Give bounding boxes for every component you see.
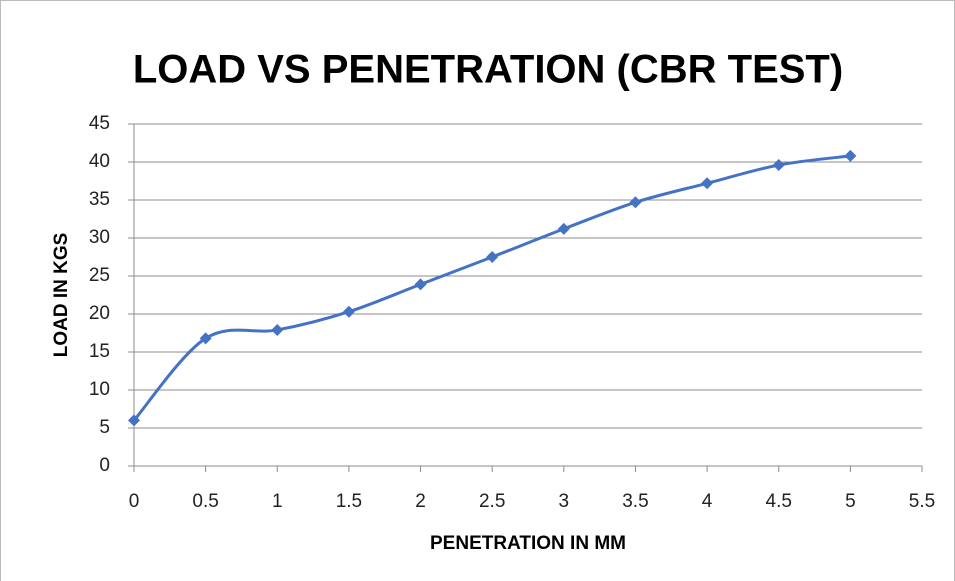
y-tick-label: 10 [89, 379, 110, 400]
y-axis-label: LOAD IN KGS [51, 233, 72, 358]
x-tick-label: 5.5 [909, 491, 935, 512]
x-tick-label: 4.5 [766, 491, 792, 512]
y-tick-label: 30 [89, 227, 110, 248]
chart-title: LOAD VS PENETRATION (CBR TEST) [133, 48, 843, 92]
y-tick-label: 35 [89, 189, 110, 210]
x-tick-label: 3.5 [622, 491, 648, 512]
y-tick-label: 0 [99, 455, 110, 476]
y-tick-label: 15 [89, 341, 110, 362]
x-axis-label: PENETRATION IN MM [430, 533, 626, 554]
data-point [342, 305, 355, 318]
x-tick-label: 4 [702, 491, 713, 512]
y-tick-label: 45 [89, 113, 110, 134]
data-point [701, 177, 714, 190]
x-tick-label: 3 [559, 491, 570, 512]
x-tick-label: 1 [272, 491, 283, 512]
x-tick-label: 2.5 [479, 491, 505, 512]
y-tick-label: 25 [89, 265, 110, 286]
data-point [844, 149, 857, 162]
x-tick-label: 0.5 [192, 491, 218, 512]
x-tick-label: 1.5 [336, 491, 362, 512]
x-tick-label: 5 [845, 491, 856, 512]
x-tick-label: 2 [415, 491, 426, 512]
data-point [486, 251, 499, 263]
y-tick-label: 20 [89, 303, 110, 324]
data-point [271, 323, 284, 336]
y-tick-label: 5 [99, 417, 110, 438]
data-point [557, 222, 570, 235]
data-point [629, 196, 642, 209]
data-point [199, 332, 212, 345]
data-point [772, 159, 785, 172]
y-tick-label: 40 [89, 151, 110, 172]
data-point [128, 414, 140, 427]
data-point [414, 278, 427, 291]
x-tick-label: 0 [129, 491, 140, 512]
